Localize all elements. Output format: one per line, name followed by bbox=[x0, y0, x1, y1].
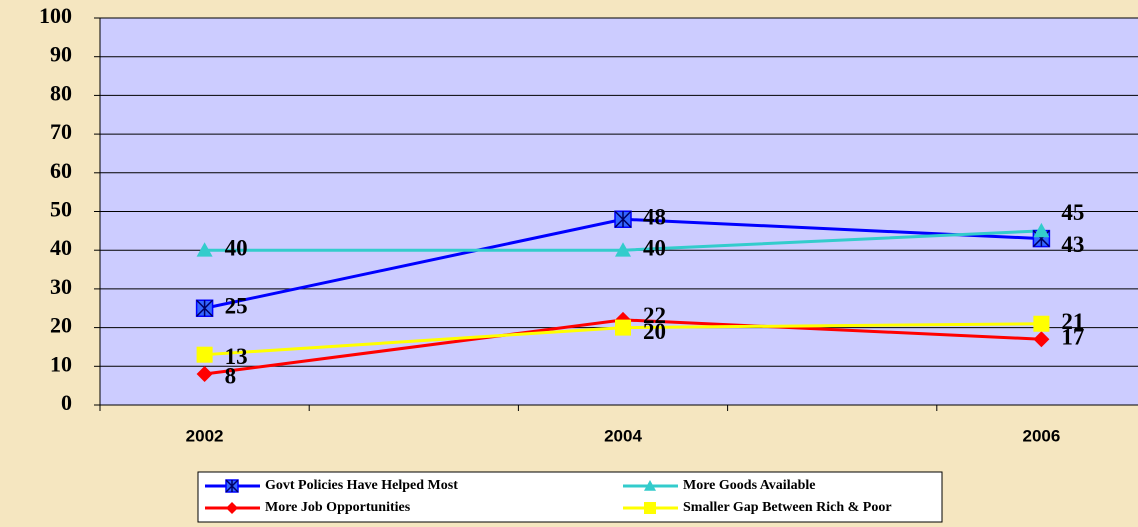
marker-star bbox=[614, 210, 632, 228]
marker bbox=[644, 502, 656, 514]
legend-label: More Goods Available bbox=[683, 478, 815, 493]
data-label: 13 bbox=[225, 344, 248, 369]
y-tick-label: 60 bbox=[50, 158, 72, 183]
marker bbox=[196, 346, 213, 363]
data-label: 22 bbox=[643, 303, 666, 328]
data-label: 48 bbox=[643, 205, 666, 230]
data-label: 45 bbox=[1061, 200, 1084, 225]
data-label: 43 bbox=[1061, 232, 1084, 257]
x-tick-label: 2004 bbox=[604, 426, 642, 445]
marker bbox=[1033, 315, 1050, 332]
y-tick-label: 20 bbox=[50, 313, 72, 338]
marker bbox=[1033, 331, 1050, 348]
marker-star bbox=[196, 299, 214, 317]
marker-star bbox=[225, 479, 239, 493]
y-tick-label: 50 bbox=[50, 197, 72, 222]
y-tick-label: 40 bbox=[50, 235, 72, 260]
marker bbox=[196, 242, 213, 257]
y-tick-label: 70 bbox=[50, 119, 72, 144]
data-label: 8 bbox=[225, 363, 237, 388]
legend-label: Govt Policies Have Helped Most bbox=[265, 478, 458, 493]
y-tick-label: 100 bbox=[39, 3, 72, 28]
y-tick-label: 30 bbox=[50, 274, 72, 299]
data-label: 40 bbox=[225, 235, 248, 260]
x-tick-label: 2002 bbox=[186, 426, 224, 445]
marker bbox=[226, 502, 238, 514]
marker bbox=[1033, 222, 1050, 238]
marker bbox=[644, 480, 656, 491]
legend bbox=[197, 471, 943, 523]
data-label: 20 bbox=[643, 319, 666, 344]
y-tick-label: 0 bbox=[61, 390, 72, 415]
x-tick-label: 2006 bbox=[1022, 426, 1060, 445]
y-tick-label: 90 bbox=[50, 42, 72, 67]
legend-label: More Job Opportunities bbox=[265, 500, 411, 515]
data-label: 40 bbox=[643, 235, 666, 260]
y-tick-label: 80 bbox=[50, 80, 72, 105]
data-label: 25 bbox=[225, 294, 248, 319]
marker bbox=[615, 242, 631, 257]
marker bbox=[196, 366, 213, 383]
y-tick-label: 10 bbox=[50, 351, 72, 376]
legend-label: Smaller Gap Between Rich & Poor bbox=[683, 500, 892, 515]
marker bbox=[615, 319, 631, 336]
data-label: 21 bbox=[1061, 309, 1084, 334]
data-label: 17 bbox=[1061, 324, 1084, 349]
